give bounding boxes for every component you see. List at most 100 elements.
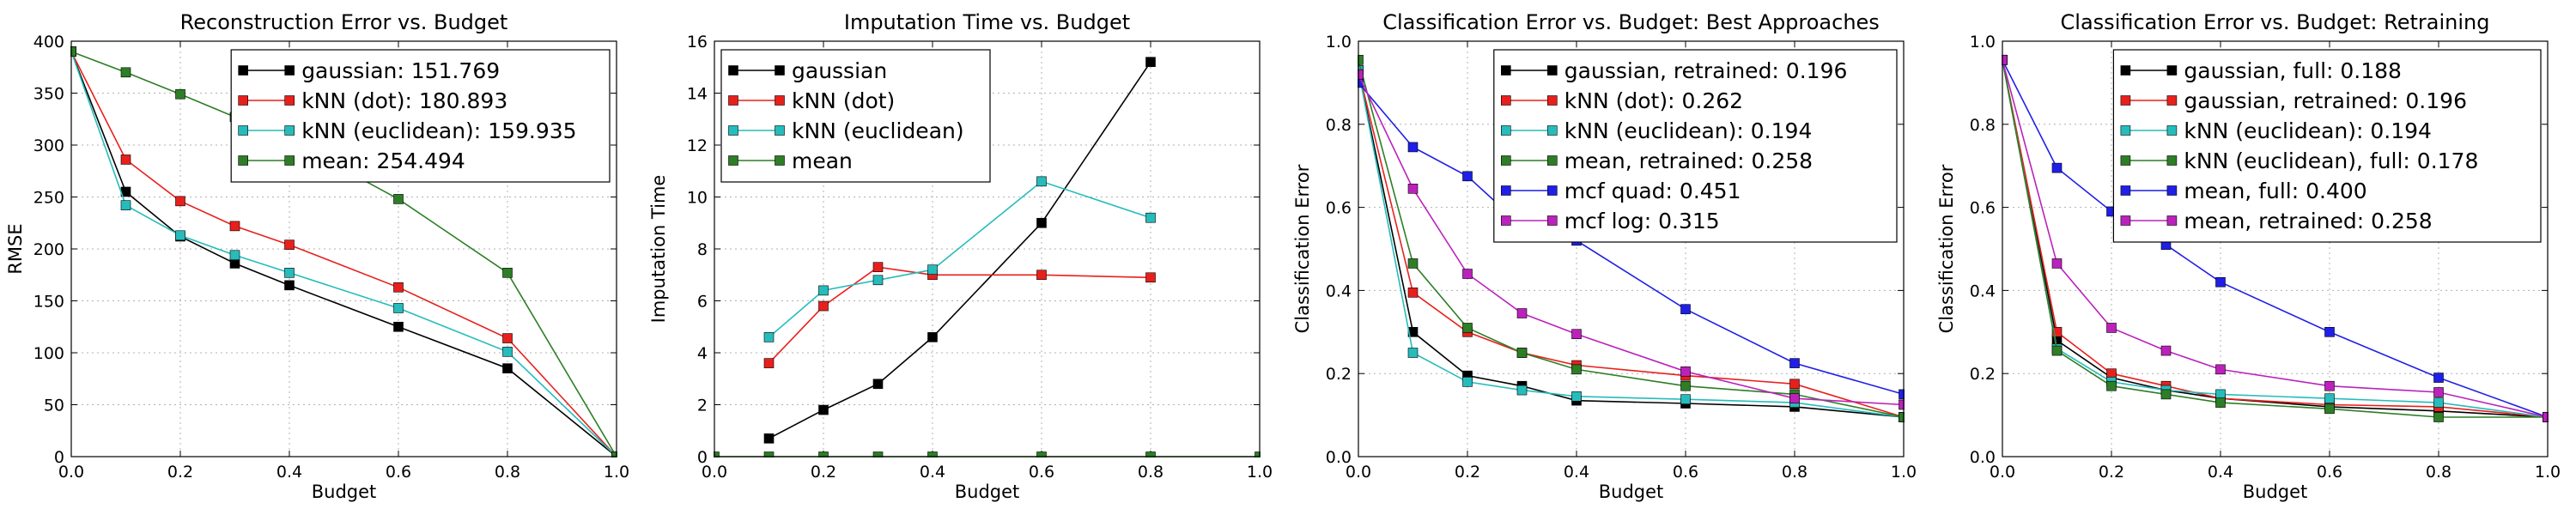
data-point xyxy=(2106,323,2117,333)
data-point xyxy=(229,258,240,269)
legend-marker xyxy=(1547,125,1558,136)
data-point xyxy=(1145,212,1156,223)
data-point xyxy=(1462,377,1473,387)
data-point xyxy=(502,268,513,278)
data-point xyxy=(393,321,404,332)
y-axis-label: Classification Error xyxy=(1936,164,1957,333)
legend-marker xyxy=(2120,125,2131,136)
legend-label: gaussian: 151.769 xyxy=(301,58,500,83)
legend-item: mean, full: 0.400 xyxy=(2120,179,2367,203)
x-axis-label: Budget xyxy=(312,482,377,502)
legend: gaussian: 151.769 kNN (dot): 180.893 kNN (… xyxy=(230,49,611,183)
y-tick-label: 0.8 xyxy=(1326,116,1352,135)
data-point xyxy=(1571,329,1582,340)
data-point xyxy=(1407,184,1419,194)
data-point xyxy=(1145,57,1156,67)
x-tick-label: 0.6 xyxy=(1029,463,1054,482)
y-tick-label: 200 xyxy=(33,240,64,259)
series-line-2 xyxy=(768,266,1151,364)
legend-item: gaussian, full: 0.188 xyxy=(2120,58,2402,83)
y-tick-label: 0.2 xyxy=(1970,365,1996,384)
chart-title: Reconstruction Error vs. Budget xyxy=(180,10,508,34)
series-line-4 xyxy=(1358,59,1905,418)
legend-label: mean: 254.494 xyxy=(301,148,465,173)
y-tick-label: 300 xyxy=(33,136,64,155)
y-axis-label: Imputation Time xyxy=(648,175,669,324)
data-point xyxy=(1516,385,1528,396)
legend-marker xyxy=(1547,65,1558,76)
x-tick-label: 0.4 xyxy=(2208,463,2233,482)
x-tick-label: 0.2 xyxy=(811,463,836,482)
y-tick-label: 16 xyxy=(687,33,708,52)
legend-marker xyxy=(1547,155,1558,166)
data-point xyxy=(2433,397,2444,408)
legend-marker xyxy=(2120,95,2131,106)
axes-frame xyxy=(70,40,617,457)
legend-marker xyxy=(1501,155,1511,166)
data-point xyxy=(763,332,775,342)
data-point xyxy=(175,88,185,100)
x-tick-label: 1.0 xyxy=(1891,463,1917,482)
chart-title: Classification Error vs. Budget: Best Ap… xyxy=(1382,10,1880,34)
legend-label: mcf quad: 0.451 xyxy=(1564,179,1741,203)
axes-frame xyxy=(714,40,1261,457)
data-point xyxy=(502,346,513,357)
data-point xyxy=(1680,394,1691,405)
x-tick-label: 0.8 xyxy=(495,463,520,482)
data-point xyxy=(120,200,131,210)
y-tick-label: 50 xyxy=(44,397,64,415)
legend-marker xyxy=(775,125,785,136)
data-point xyxy=(2433,373,2444,383)
legend-marker xyxy=(284,65,295,76)
data-point xyxy=(175,196,185,207)
y-tick-label: 0 xyxy=(697,448,708,467)
data-point xyxy=(1036,217,1047,228)
x-tick-label: 0.6 xyxy=(2317,463,2342,482)
data-point xyxy=(1789,379,1800,390)
legend-box xyxy=(1493,49,1898,243)
legend-item: kNN (dot) xyxy=(728,88,895,113)
series-line-1 xyxy=(769,61,1151,439)
series-line-2 xyxy=(70,51,617,457)
x-tick-label: 0.8 xyxy=(1782,463,1807,482)
legend-label: mean xyxy=(792,148,853,173)
data-point xyxy=(2433,412,2444,422)
y-tick-label: 0.8 xyxy=(1970,116,1996,135)
series-line-5 xyxy=(2002,59,2549,418)
chart-title: Imputation Time vs. Budget xyxy=(844,10,1130,34)
x-tick-label: 0.4 xyxy=(276,463,302,482)
y-tick-label: 12 xyxy=(687,136,708,155)
legend-item: kNN (euclidean) xyxy=(728,118,964,143)
legend: gaussian, full: 0.188 gaussian, retrained… xyxy=(2112,49,2542,243)
x-tick-label: 0.8 xyxy=(1138,463,1163,482)
data-point xyxy=(393,303,404,313)
legend-marker xyxy=(2166,65,2178,76)
x-tick-label: 0.0 xyxy=(58,463,84,482)
data-point xyxy=(2324,326,2335,337)
x-tick-label: 1.0 xyxy=(1247,463,1273,482)
legend-item: mcf quad: 0.451 xyxy=(1501,179,1741,203)
legend-marker xyxy=(238,65,249,76)
series-line-6 xyxy=(2002,59,2549,418)
series-line-6 xyxy=(1358,74,1905,406)
data-point xyxy=(763,433,775,444)
legend-marker xyxy=(238,95,249,106)
axes-frame xyxy=(1358,40,1905,457)
legend-marker xyxy=(775,155,785,166)
legend-marker xyxy=(2166,155,2178,166)
y-tick-label: 10 xyxy=(687,189,708,208)
data-point xyxy=(927,332,938,342)
data-point xyxy=(1516,308,1528,318)
legend-marker xyxy=(728,95,738,106)
x-tick-label: 0.4 xyxy=(1564,463,1589,482)
legend-item: kNN (euclidean): 0.194 xyxy=(2120,118,2432,143)
data-point xyxy=(1407,258,1419,269)
legend-label: kNN (euclidean): 0.194 xyxy=(1564,118,1813,143)
y-tick-label: 1.0 xyxy=(1326,33,1352,52)
legend-marker xyxy=(2166,185,2178,196)
y-tick-label: 14 xyxy=(687,85,708,104)
legend-label: gaussian, full: 0.188 xyxy=(2184,58,2402,83)
x-tick-label: 0.0 xyxy=(702,463,727,482)
legend-marker xyxy=(728,155,738,166)
